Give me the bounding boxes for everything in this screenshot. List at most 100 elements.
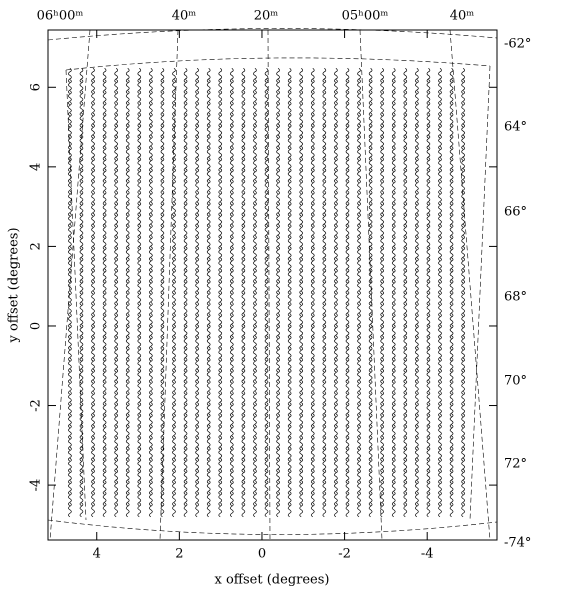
vector-mark <box>391 346 396 362</box>
vector-mark <box>345 168 350 183</box>
vector-mark <box>264 224 269 239</box>
vector-mark <box>461 313 465 328</box>
vector-mark <box>183 279 188 295</box>
vector-mark <box>137 112 142 128</box>
vector-mark <box>310 235 315 250</box>
vector-mark <box>287 346 292 362</box>
vector-mark <box>264 424 269 440</box>
vector-mark <box>276 79 280 94</box>
vector-mark <box>149 134 153 150</box>
vector-mark <box>449 68 454 83</box>
vector-mark <box>206 168 211 183</box>
vector-mark <box>368 257 373 273</box>
vector-mark <box>345 313 350 328</box>
vector-mark <box>345 413 350 428</box>
vector-mark <box>403 179 408 195</box>
vector-mark <box>114 123 118 139</box>
vector-mark <box>149 469 153 484</box>
vector-mark <box>206 123 211 139</box>
vector-mark <box>229 257 234 273</box>
vector-mark <box>322 290 327 306</box>
vector-mark <box>79 457 84 473</box>
vector-mark <box>334 491 338 506</box>
vector-mark <box>310 480 315 495</box>
vector-mark <box>299 346 304 362</box>
vector-mark <box>322 157 327 172</box>
vector-mark <box>276 357 280 373</box>
vector-mark <box>149 335 153 350</box>
vector-mark <box>310 357 315 373</box>
vector-mark <box>91 435 95 451</box>
vector-mark <box>426 168 431 183</box>
vector-mark <box>426 235 431 250</box>
vector-mark <box>137 279 142 295</box>
vector-mark <box>276 112 280 128</box>
vector-mark <box>206 268 211 284</box>
vector-mark <box>206 357 211 373</box>
vector-mark <box>415 68 419 83</box>
vector-mark <box>461 469 465 484</box>
vector-mark <box>357 413 361 428</box>
vector-mark <box>229 368 234 384</box>
vector-mark <box>125 123 130 139</box>
vector-mark <box>160 435 165 451</box>
vector-mark <box>79 279 84 295</box>
vector-mark <box>264 491 269 506</box>
vector-mark <box>403 480 408 495</box>
vector-mark <box>102 257 107 273</box>
vector-mark <box>391 157 396 172</box>
vector-mark <box>68 268 72 284</box>
vector-mark <box>172 324 176 339</box>
vector-mark <box>310 435 315 451</box>
vector-mark <box>114 90 118 105</box>
vector-mark <box>102 101 107 117</box>
vector-mark <box>391 357 396 373</box>
vector-mark <box>125 235 130 250</box>
vector-mark <box>241 435 246 451</box>
vector-mark <box>172 112 176 128</box>
vector-mark <box>253 134 257 150</box>
vector-mark <box>299 335 304 350</box>
vector-mark <box>114 413 118 428</box>
vector-mark <box>403 212 408 228</box>
vector-mark <box>438 257 442 273</box>
vector-mark <box>149 212 153 228</box>
vector-mark <box>102 168 107 183</box>
vector-mark <box>276 413 280 428</box>
vector-mark <box>357 179 361 195</box>
vector-mark <box>137 368 142 384</box>
vector-mark <box>91 313 95 328</box>
vector-mark <box>310 491 315 506</box>
vector-mark <box>264 368 269 384</box>
vector-mark <box>310 257 315 273</box>
vector-mark <box>287 179 292 195</box>
vector-mark <box>229 279 234 295</box>
vector-mark <box>391 368 396 384</box>
vector-mark <box>218 190 223 206</box>
vector-mark <box>229 435 234 451</box>
vector-mark <box>195 457 199 473</box>
vector-mark <box>102 290 107 306</box>
vector-mark <box>415 257 419 273</box>
vector-mark <box>380 290 385 306</box>
vector-mark <box>310 279 315 295</box>
vector-mark <box>322 246 327 261</box>
vector-mark <box>79 469 84 484</box>
vector-mark <box>345 257 350 273</box>
vector-mark <box>391 246 396 261</box>
vector-mark <box>253 391 257 406</box>
vector-mark <box>449 157 454 172</box>
vector-mark <box>160 402 165 417</box>
vector-mark <box>310 90 315 105</box>
vector-mark <box>172 90 176 105</box>
vector-mark <box>264 435 269 451</box>
vector-mark <box>322 402 327 417</box>
vector-mark <box>183 68 188 83</box>
vector-mark <box>322 469 327 484</box>
vector-mark <box>287 123 292 139</box>
vector-mark <box>287 424 292 440</box>
vector-mark <box>160 134 165 150</box>
vector-mark <box>114 212 118 228</box>
vector-mark <box>449 257 454 273</box>
vector-mark <box>449 491 454 506</box>
